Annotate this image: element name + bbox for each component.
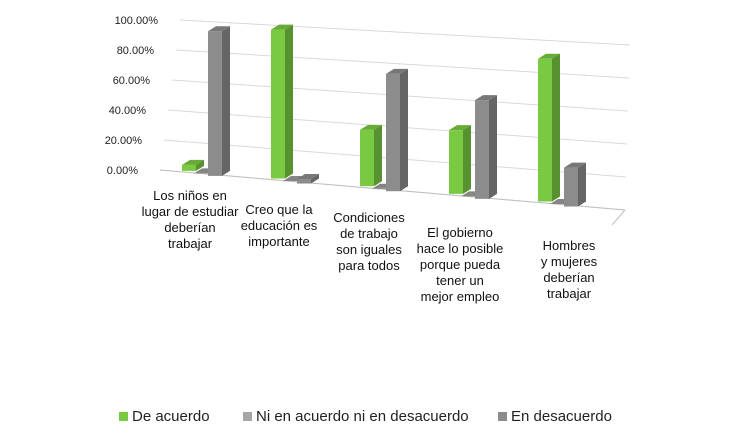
legend-swatch [243, 412, 252, 421]
floor-side-edge [611, 209, 626, 226]
bar-side [552, 53, 560, 202]
category-label: Hombres y mujeres deberían trabajar [541, 238, 598, 301]
bar [182, 159, 204, 171]
y-tick-label: 80.00% [117, 45, 155, 57]
bar-side [374, 124, 382, 187]
bar [449, 125, 471, 194]
bar-front [538, 58, 552, 202]
legend-item: En desacuerdo [498, 408, 612, 425]
bar-side [311, 173, 319, 184]
bar-front [271, 29, 285, 179]
bar [538, 53, 560, 202]
y-tick-label: 20.00% [105, 135, 143, 147]
bar-side [489, 95, 497, 199]
bar-front [564, 167, 578, 207]
legend-label: En desacuerdo [511, 408, 612, 425]
bar-top [538, 53, 560, 59]
legend: De acuerdo Ni en acuerdo ni en desacuerdo… [119, 408, 612, 425]
bar-front [208, 31, 222, 176]
bar-side [463, 125, 471, 194]
bar-top [297, 173, 319, 179]
bar-front [360, 129, 374, 187]
bar [564, 162, 586, 207]
category-labels: Los niños en lugar de estudiar deberían tra… [142, 188, 598, 304]
bar-front [475, 100, 489, 199]
category-label: Los niños en lugar de estudiar deberían tra… [142, 188, 240, 251]
y-tick-label: 100.00% [115, 15, 159, 27]
bar-side [400, 68, 408, 192]
bar-zero [283, 176, 305, 182]
bar [386, 68, 408, 192]
bar-side [285, 24, 293, 179]
category-label: Condiciones de trabajo son iguales para tod… [333, 210, 405, 273]
bar-top [271, 24, 293, 30]
bar-top [449, 125, 471, 131]
bar [475, 95, 497, 199]
y-tick-label: 60.00% [113, 75, 151, 87]
y-axis-ticks: 0.00% 20.00% 40.00% 60.00% 80.00% 100.00% [105, 15, 159, 177]
bar [271, 24, 293, 179]
y-tick-label: 40.00% [109, 105, 147, 117]
gridline [179, 19, 631, 46]
bar-side [196, 159, 204, 171]
bar-front [386, 73, 400, 192]
y-tick-label: 0.00% [107, 165, 138, 177]
bar [297, 173, 319, 184]
legend-label: Ni en acuerdo ni en desacuerdo [256, 408, 469, 425]
bar-top [386, 68, 408, 74]
bar-top [208, 26, 230, 32]
bars [182, 24, 586, 207]
bar-top [182, 159, 204, 165]
bar-side [222, 26, 230, 176]
legend-swatch [498, 412, 507, 421]
bar-front [449, 130, 463, 194]
bar [360, 124, 382, 187]
legend-label: De acuerdo [132, 408, 210, 425]
category-label: Creo que la educación es importante [241, 202, 318, 249]
bar-top [360, 124, 382, 130]
bar-top [564, 162, 586, 168]
legend-item: Ni en acuerdo ni en desacuerdo [243, 408, 469, 425]
bar-top [475, 95, 497, 101]
bar [208, 26, 230, 176]
bar-front [297, 178, 311, 184]
legend-item: De acuerdo [119, 408, 210, 425]
bar-front [182, 164, 196, 171]
legend-swatch [119, 412, 128, 421]
bar-side [578, 162, 586, 207]
category-label: El gobierno hace lo posible porque pueda te… [417, 225, 504, 304]
